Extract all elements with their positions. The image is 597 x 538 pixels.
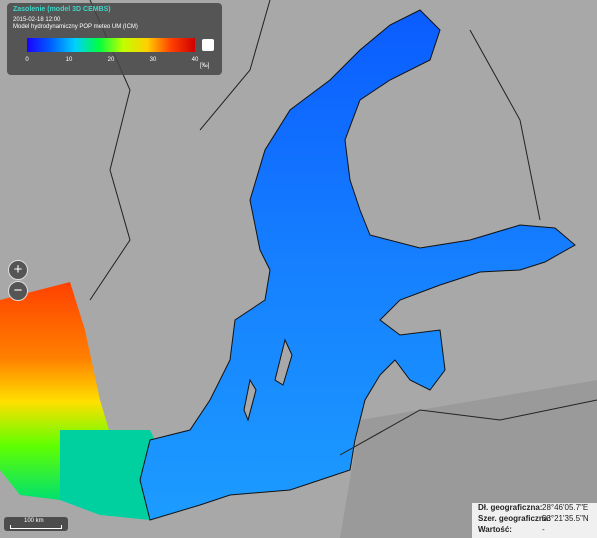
color-bar	[27, 38, 195, 52]
scale-label: 100 km	[24, 518, 44, 524]
scale-line	[10, 525, 62, 529]
color-tick-label: 0	[25, 57, 29, 63]
color-tick-label: 30	[149, 57, 157, 63]
info-value: 28°46'05.7"E	[542, 503, 589, 512]
color-tick-label: 20	[107, 57, 115, 63]
zoom-in[interactable]: +	[8, 260, 28, 280]
info-key: Dł. geograficzna:	[478, 503, 543, 512]
scale-bar: 100 km	[4, 517, 68, 531]
color-tick-label: 40	[191, 57, 199, 63]
land-east	[340, 380, 597, 538]
zoom-out[interactable]: −	[8, 281, 28, 301]
sea-transition	[60, 430, 170, 520]
info-row: Szer. geograficzna: 53°21'35.5"N	[472, 514, 597, 525]
legend: Zasolenie (model 3D CEMBS) 2015-02-18 12…	[7, 3, 222, 75]
info-value: 53°21'35.5"N	[542, 514, 589, 523]
info-value: -	[542, 525, 545, 534]
info-row: Dł. geograficzna: 28°46'05.7"E	[472, 503, 597, 514]
info-row: Wartość: -	[472, 525, 597, 536]
legend-date: 2015-02-18 12:00	[13, 17, 61, 23]
legend-title: Zasolenie (model 3D CEMBS)	[13, 6, 111, 13]
oland	[243, 378, 257, 422]
legend-subtitle: Model hydrodynamiczny POP meteo UM (ICM)	[13, 24, 138, 30]
borders	[89, 0, 597, 456]
color-tick-label: 10	[65, 57, 73, 63]
legend-toggle[interactable]	[202, 39, 214, 51]
info-key: Szer. geograficzna:	[478, 514, 551, 523]
info-panel: Dł. geograficzna: 28°46'05.7"E Szer. geogr…	[472, 503, 597, 538]
info-key: Wartość:	[478, 525, 512, 534]
gotland	[274, 338, 293, 386]
legend-unit: [‰]	[200, 63, 210, 69]
